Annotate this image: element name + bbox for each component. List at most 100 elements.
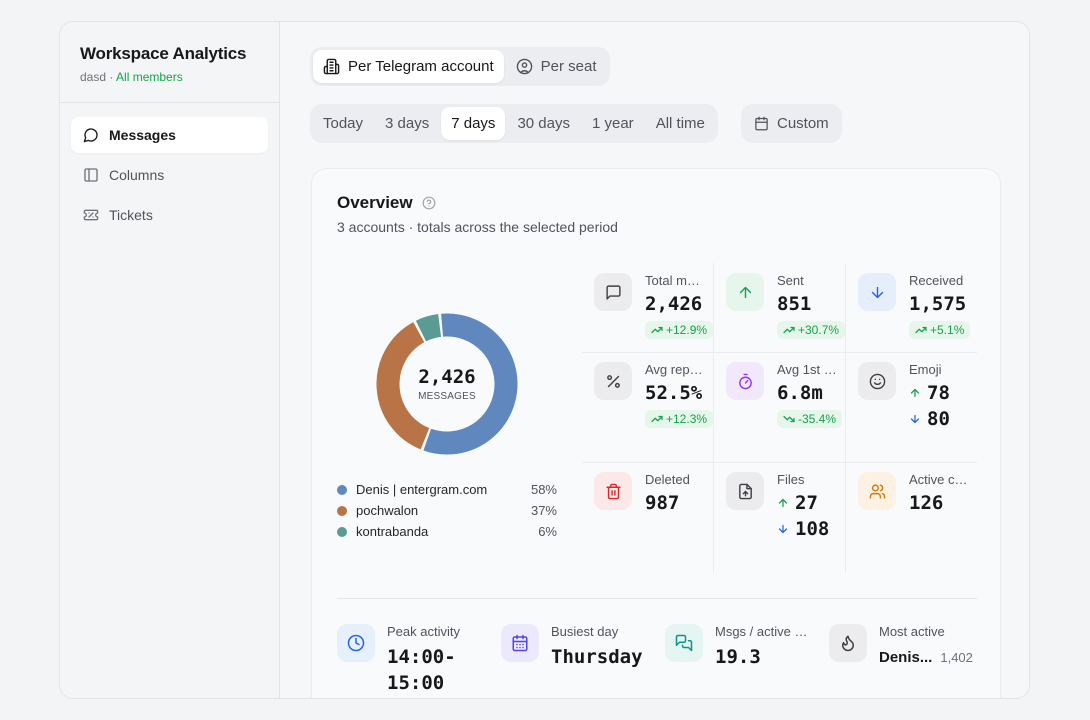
sidebar-item-columns[interactable]: Columns [71,157,268,193]
donut-slice-denis-entergram-com[interactable] [423,313,518,455]
most-active-name: Denis... [879,649,933,666]
stat-label: Peak activity [387,624,460,639]
stat-label: Avg 1st response [777,362,837,377]
legend-percent: 37% [530,503,557,518]
stat-value: 6.8m [777,382,823,404]
period-all-time[interactable]: All time [655,115,705,132]
donut-total: 2,426 [418,366,476,388]
scope-per-seat[interactable]: Per seat [506,50,607,83]
members-filter-link[interactable]: All members [116,70,183,84]
stat-icon-box [858,472,896,510]
stat-icon-box [594,472,632,510]
columns-icon [84,168,98,182]
grid-divider [582,462,977,463]
stat-icon-box [726,273,764,311]
messages-donut-chart: 2,426 MESSAGES [372,309,522,459]
stat-label: Busiest day [551,624,619,639]
trending-up-icon [783,326,795,334]
custom-period: Custom [741,104,842,143]
stat-label: Most active [879,624,945,639]
donut-slice-kontrabanda[interactable] [415,314,442,342]
workspace-name: dasd · [80,70,117,84]
legend-dot [337,526,347,537]
donut-slice-pochwalon[interactable] [376,322,430,450]
stat-value: 19.3 [715,646,761,668]
stat-value-down: 108 [777,518,829,540]
stat-sent[interactable]: Sent 851 +30.7% [714,263,846,353]
stat-value: 14:00- 15:00 [387,646,456,694]
legend-name: Denis | entergram.com [356,482,488,497]
scope-toggle: Per Telegram account Per seat [310,47,610,86]
sidebar: Workspace Analytics dasd · All members M… [60,22,280,698]
period-7-days[interactable]: 7 days [441,107,506,140]
stat-value-up: 27 [777,492,818,514]
workspace-title: Workspace Analytics [80,44,247,63]
legend-percent: 58% [530,482,557,497]
donut-label: MESSAGES [418,391,476,402]
stat-avg-reply-rate[interactable]: Avg reply rate 52.5% +12.3% [582,352,714,442]
stat-files[interactable]: Files 27 108 [714,462,840,552]
users-icon [869,483,885,499]
help-icon[interactable] [422,196,436,210]
stat-value: 126 [909,492,944,514]
file-upload-icon [738,483,752,499]
stat-value-up: 78 [909,382,950,404]
scope-per-telegram-account[interactable]: Per Telegram account [313,50,504,83]
custom-period-label: Custom [777,115,829,132]
workspace-header: Workspace Analytics dasd · All members [60,22,279,103]
arrow-down-icon [778,524,788,534]
legend-item: Denis | entergram.com 58% [337,479,557,500]
stats-grid: Total messages 2,426 +12.9% Sent 851 [582,263,977,573]
stat-change-badge: +5.1% [909,321,971,339]
custom-period-button[interactable]: Custom [744,107,839,140]
period-1-year[interactable]: 1 year [591,115,634,132]
trending-up-icon [651,326,663,334]
arrow-down-icon [871,286,883,298]
stat-label: Sent [777,273,804,288]
grid-divider [713,263,714,573]
stat-active-chats[interactable]: Active chats 126 [846,462,972,552]
stat-change-badge: -35.4% [777,410,843,428]
sidebar-item-tickets[interactable]: Tickets [71,197,268,233]
stat-total-messages[interactable]: Total messages 2,426 +12.9% [582,263,714,353]
legend-item: kontrabanda 6% [337,521,557,542]
trending-down-icon [783,415,795,423]
stat-icon-box [829,624,867,662]
stat-label: Received [909,273,964,288]
sidebar-nav: Messages Columns Tickets [60,103,279,251]
messages-icon [675,634,693,652]
legend-dot [337,484,347,495]
stat-change-text: +12.9% [666,323,708,337]
overview-title-text: Overview [337,193,413,212]
stat-change-text: +12.3% [666,412,708,426]
stat-received[interactable]: Received 1,575 +5.1% [846,263,972,353]
period-30-days[interactable]: 30 days [517,115,570,132]
sidebar-item-messages[interactable]: Messages [71,117,268,153]
period-today[interactable]: Today [323,115,364,132]
building-icon [323,58,340,75]
stat-change-badge: +12.3% [645,410,714,428]
arrow-up-icon [739,286,751,298]
section-divider [337,598,977,599]
workspace-subtitle: dasd · All members [80,70,259,84]
flame-icon [842,635,854,652]
stat-label: Msgs / active chat [715,624,810,639]
stat-label: Emoji [909,362,942,377]
stat-deleted[interactable]: Deleted 987 [582,462,708,552]
stat-emoji[interactable]: Emoji 78 80 [846,352,972,442]
overview-card: Overview 3 accounts · totals across the … [311,168,1001,698]
stat-icon-box [594,273,632,311]
period-3-days[interactable]: 3 days [385,115,430,132]
stat-icon-box [594,362,632,400]
stat-avg-first-response[interactable]: Avg 1st response 6.8m -35.4% [714,352,843,442]
overview-subtitle: 3 accounts · totals across the selected … [337,219,618,235]
ticket-icon [83,209,99,221]
sidebar-item-label: Messages [109,127,176,143]
stat-icon-box [501,624,539,662]
stat-change-badge: +30.7% [777,321,846,339]
clock-icon [347,634,365,652]
stat-value: 851 [777,293,812,315]
legend-item: pochwalon 37% [337,500,557,521]
stat-value: 987 [645,492,680,514]
stat-icon-box [726,472,764,510]
